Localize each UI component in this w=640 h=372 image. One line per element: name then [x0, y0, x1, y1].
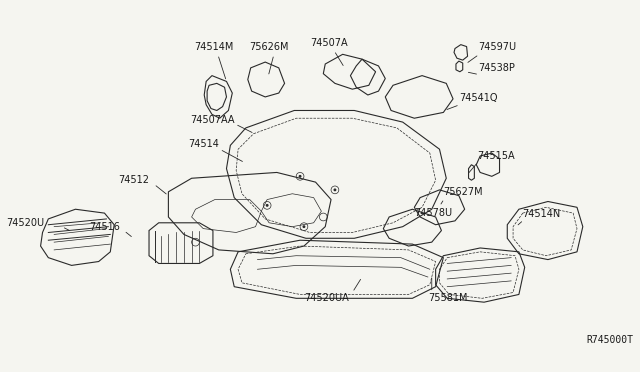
Circle shape [303, 225, 305, 228]
Text: 74514N: 74514N [522, 209, 560, 219]
Text: 74516: 74516 [89, 222, 120, 232]
Text: 74538P: 74538P [478, 63, 515, 73]
Text: 74507A: 74507A [310, 38, 348, 48]
Text: 74514M: 74514M [194, 42, 234, 52]
Circle shape [266, 204, 269, 207]
Text: 74597U: 74597U [478, 42, 516, 52]
Circle shape [299, 175, 301, 178]
Text: R745000T: R745000T [587, 335, 634, 345]
Text: 74515A: 74515A [477, 151, 515, 161]
Text: 74541Q: 74541Q [459, 93, 497, 103]
Text: 75626M: 75626M [250, 42, 289, 52]
Text: 74512: 74512 [118, 175, 149, 185]
Text: 74520UA: 74520UA [304, 293, 349, 303]
Text: 75581M: 75581M [428, 293, 467, 303]
Text: 75627M: 75627M [444, 187, 483, 197]
Text: 74507AA: 74507AA [189, 115, 234, 125]
Circle shape [333, 189, 337, 191]
Text: 74578U: 74578U [414, 208, 452, 218]
Text: 74520U: 74520U [6, 218, 44, 228]
Text: 74514: 74514 [188, 140, 219, 150]
